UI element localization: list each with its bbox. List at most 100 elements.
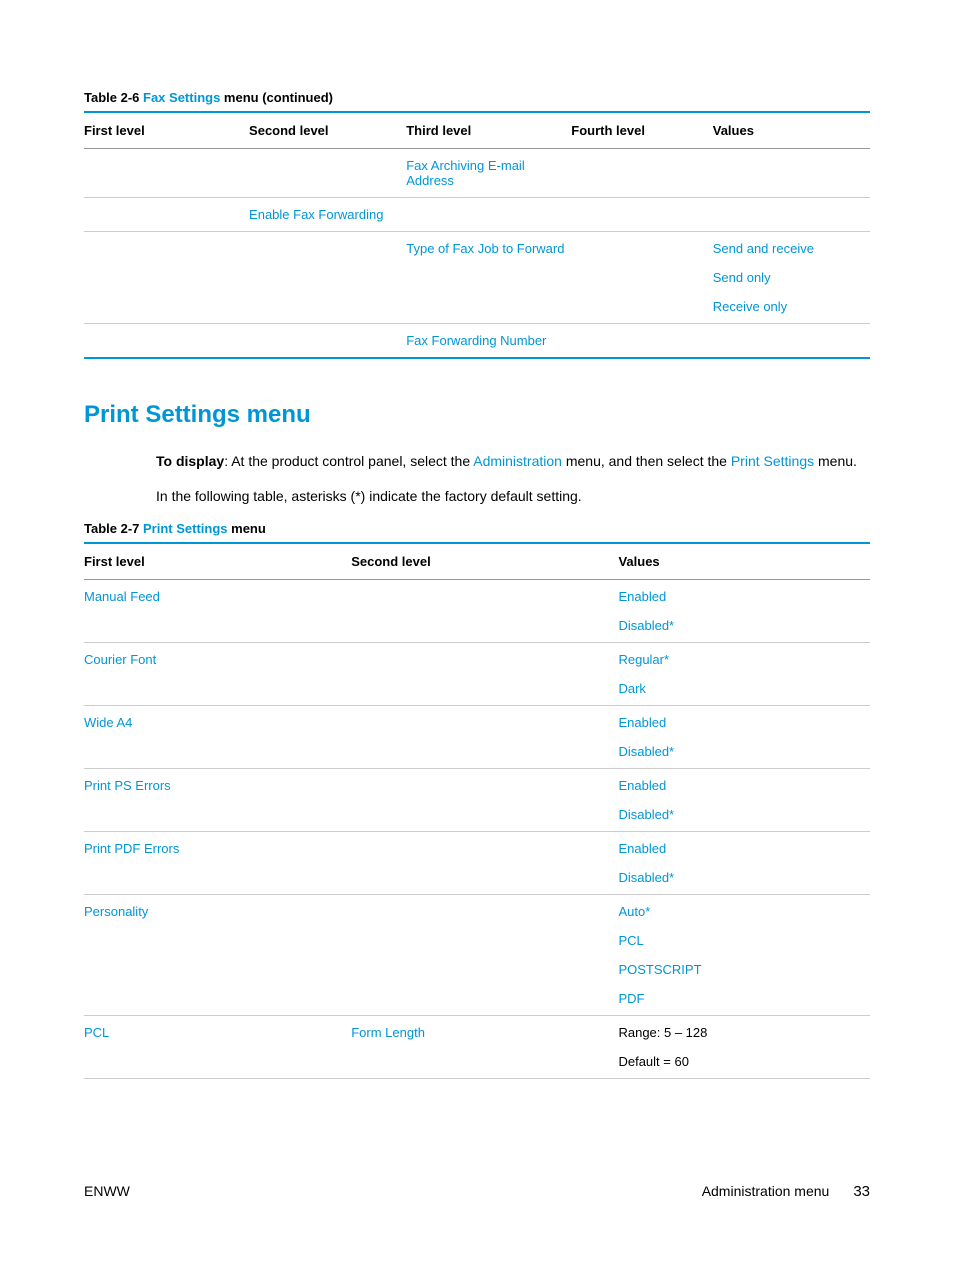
table-cell xyxy=(713,324,870,359)
table1-h4: Fourth level xyxy=(571,112,712,149)
menu-item: Type of Fax Job to Forward xyxy=(406,241,564,256)
table-row: Manual Feed Enabled Disabled* xyxy=(84,580,870,643)
table-cell xyxy=(84,232,249,324)
table2-h1: First level xyxy=(84,543,351,580)
footer-page-number: 33 xyxy=(853,1183,870,1200)
value-option: Receive only xyxy=(713,299,864,314)
value-option: Regular* xyxy=(618,652,864,667)
print-settings-table: First level Second level Values Manual F… xyxy=(84,542,870,1079)
table-cell xyxy=(351,832,618,895)
menu-item: Courier Font xyxy=(84,652,156,667)
asterisk-note: In the following table, asterisks (*) in… xyxy=(156,486,870,507)
to-display-paragraph: To display: At the product control panel… xyxy=(156,451,870,472)
table-row: Fax Archiving E-mail Address xyxy=(84,149,870,198)
fax-settings-table: First level Second level Third level Fou… xyxy=(84,111,870,359)
table-cell: Enabled Disabled* xyxy=(618,769,870,832)
print-settings-heading: Print Settings menu xyxy=(84,401,870,429)
value-option: Disabled* xyxy=(618,807,864,822)
table2-h2: Second level xyxy=(351,543,618,580)
table2-h3: Values xyxy=(618,543,870,580)
menu-item: Manual Feed xyxy=(84,589,160,604)
value-option: Enabled xyxy=(618,778,864,793)
table1-caption-blue: Fax Settings xyxy=(143,90,220,105)
value-option: Dark xyxy=(618,681,864,696)
menu-item: Print PDF Errors xyxy=(84,841,179,856)
table-cell: Send and receive Send only Receive only xyxy=(713,232,870,324)
menu-item: Form Length xyxy=(351,1025,425,1040)
table-cell: Print PDF Errors xyxy=(84,832,351,895)
menu-item: Wide A4 xyxy=(84,715,132,730)
table-cell: Enable Fax Forwarding xyxy=(249,198,406,232)
table-cell: Print PS Errors xyxy=(84,769,351,832)
para1-b: menu, and then select the xyxy=(562,453,731,469)
value-option: PCL xyxy=(618,933,864,948)
value-option: Default = 60 xyxy=(618,1054,864,1069)
table-cell: Regular* Dark xyxy=(618,643,870,706)
menu-item: Print PS Errors xyxy=(84,778,171,793)
table-cell: Form Length xyxy=(351,1016,618,1079)
table2-header-row: First level Second level Values xyxy=(84,543,870,580)
table-row: PCL Form Length Range: 5 – 128 Default = 60 xyxy=(84,1016,870,1079)
table-cell: Range: 5 – 128 Default = 60 xyxy=(618,1016,870,1079)
table-cell xyxy=(406,198,571,232)
value-option: Enabled xyxy=(618,715,864,730)
value-option: Enabled xyxy=(618,841,864,856)
table-cell: Enabled Disabled* xyxy=(618,706,870,769)
table1-caption-suffix: menu (continued) xyxy=(220,90,333,105)
table1-h1: First level xyxy=(84,112,249,149)
menu-item: PCL xyxy=(84,1025,109,1040)
table-cell: Type of Fax Job to Forward xyxy=(406,232,571,324)
table-cell: Enabled Disabled* xyxy=(618,580,870,643)
table2-caption: Table 2-7 Print Settings menu xyxy=(84,521,870,536)
table1-h3: Third level xyxy=(406,112,571,149)
table-cell xyxy=(351,769,618,832)
footer-section: Administration menu xyxy=(702,1183,830,1199)
value-option: Auto* xyxy=(618,904,864,919)
table-cell xyxy=(351,706,618,769)
table-cell: Fax Archiving E-mail Address xyxy=(406,149,571,198)
footer-left: ENWW xyxy=(84,1183,130,1199)
table2-caption-blue: Print Settings xyxy=(143,521,228,536)
table-cell: PCL xyxy=(84,1016,351,1079)
value-option: Enabled xyxy=(618,589,864,604)
to-display-label: To display xyxy=(156,453,224,469)
table-cell xyxy=(571,198,712,232)
table-row: Wide A4 Enabled Disabled* xyxy=(84,706,870,769)
administration-link: Administration xyxy=(473,453,562,469)
value-option: Range: 5 – 128 xyxy=(618,1025,864,1040)
table-cell xyxy=(713,198,870,232)
table-cell xyxy=(84,149,249,198)
value-option: Send only xyxy=(713,270,864,285)
table-cell xyxy=(351,895,618,1016)
table-cell xyxy=(249,232,406,324)
table-row: Courier Font Regular* Dark xyxy=(84,643,870,706)
para1-a: : At the product control panel, select t… xyxy=(224,453,473,469)
value-option: Disabled* xyxy=(618,618,864,633)
table-cell: Manual Feed xyxy=(84,580,351,643)
table-cell xyxy=(249,149,406,198)
table2-caption-suffix: menu xyxy=(228,521,266,536)
table2-caption-prefix: Table 2-7 xyxy=(84,521,143,536)
table1-header-row: First level Second level Third level Fou… xyxy=(84,112,870,149)
value-option: PDF xyxy=(618,991,864,1006)
table-row: Fax Forwarding Number xyxy=(84,324,870,359)
menu-item: Personality xyxy=(84,904,148,919)
table-row: Print PS Errors Enabled Disabled* xyxy=(84,769,870,832)
table-cell xyxy=(713,149,870,198)
table-cell xyxy=(84,198,249,232)
table-cell xyxy=(249,324,406,359)
table-row: PersonalityAuto*PCLPOSTSCRIPTPDF xyxy=(84,895,870,1016)
menu-item: Fax Forwarding Number xyxy=(406,333,546,348)
value-option: Disabled* xyxy=(618,744,864,759)
table1-caption: Table 2-6 Fax Settings menu (continued) xyxy=(84,90,870,105)
table-cell: Wide A4 xyxy=(84,706,351,769)
value-option: Send and receive xyxy=(713,241,864,256)
value-option: Disabled* xyxy=(618,870,864,885)
table-row: Print PDF Errors Enabled Disabled* xyxy=(84,832,870,895)
table-cell: Auto*PCLPOSTSCRIPTPDF xyxy=(618,895,870,1016)
table-cell: Fax Forwarding Number xyxy=(406,324,571,359)
table-cell xyxy=(351,580,618,643)
menu-item: Fax Archiving E-mail Address xyxy=(406,158,524,188)
table1-h2: Second level xyxy=(249,112,406,149)
para1-c: menu. xyxy=(814,453,857,469)
